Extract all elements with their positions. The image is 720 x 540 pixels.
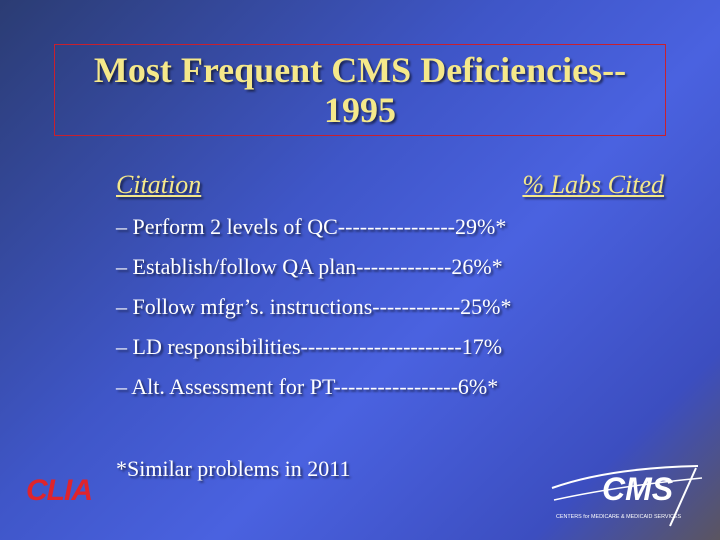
footnote: *Similar problems in 2011 xyxy=(116,456,351,481)
list-item: – LD responsibilities-------------------… xyxy=(116,334,503,359)
column-header: Citation % Labs Cited xyxy=(116,170,664,204)
title-line-1: Most Frequent CMS Deficiencies-- xyxy=(93,50,627,90)
list-item: – Establish/follow QA plan-------------2… xyxy=(116,254,503,279)
deficiency-list: – Perform 2 levels of QC----------------… xyxy=(116,214,676,414)
cms-logo-subtitle: CENTERS for MEDICARE & MEDICAID SERVICES xyxy=(556,514,682,520)
title-line-2: 1995 xyxy=(324,90,396,130)
list-item: – Perform 2 levels of QC----------------… xyxy=(116,214,507,239)
list-item: – Follow mfgr’s. instructions-----------… xyxy=(116,294,512,319)
slide-title: Most Frequent CMS Deficiencies-- 1995 xyxy=(54,44,666,136)
list-item: – Alt. Assessment for PT----------------… xyxy=(116,374,499,399)
labs-cited-header: % Labs Cited xyxy=(522,170,664,199)
cms-logo-text: CMS xyxy=(602,471,674,507)
citation-header: Citation xyxy=(116,170,202,199)
clia-logo: CLIA xyxy=(26,474,93,507)
cms-logo: CMS CENTERS for MEDICARE & MEDICAID SERV… xyxy=(551,465,703,527)
